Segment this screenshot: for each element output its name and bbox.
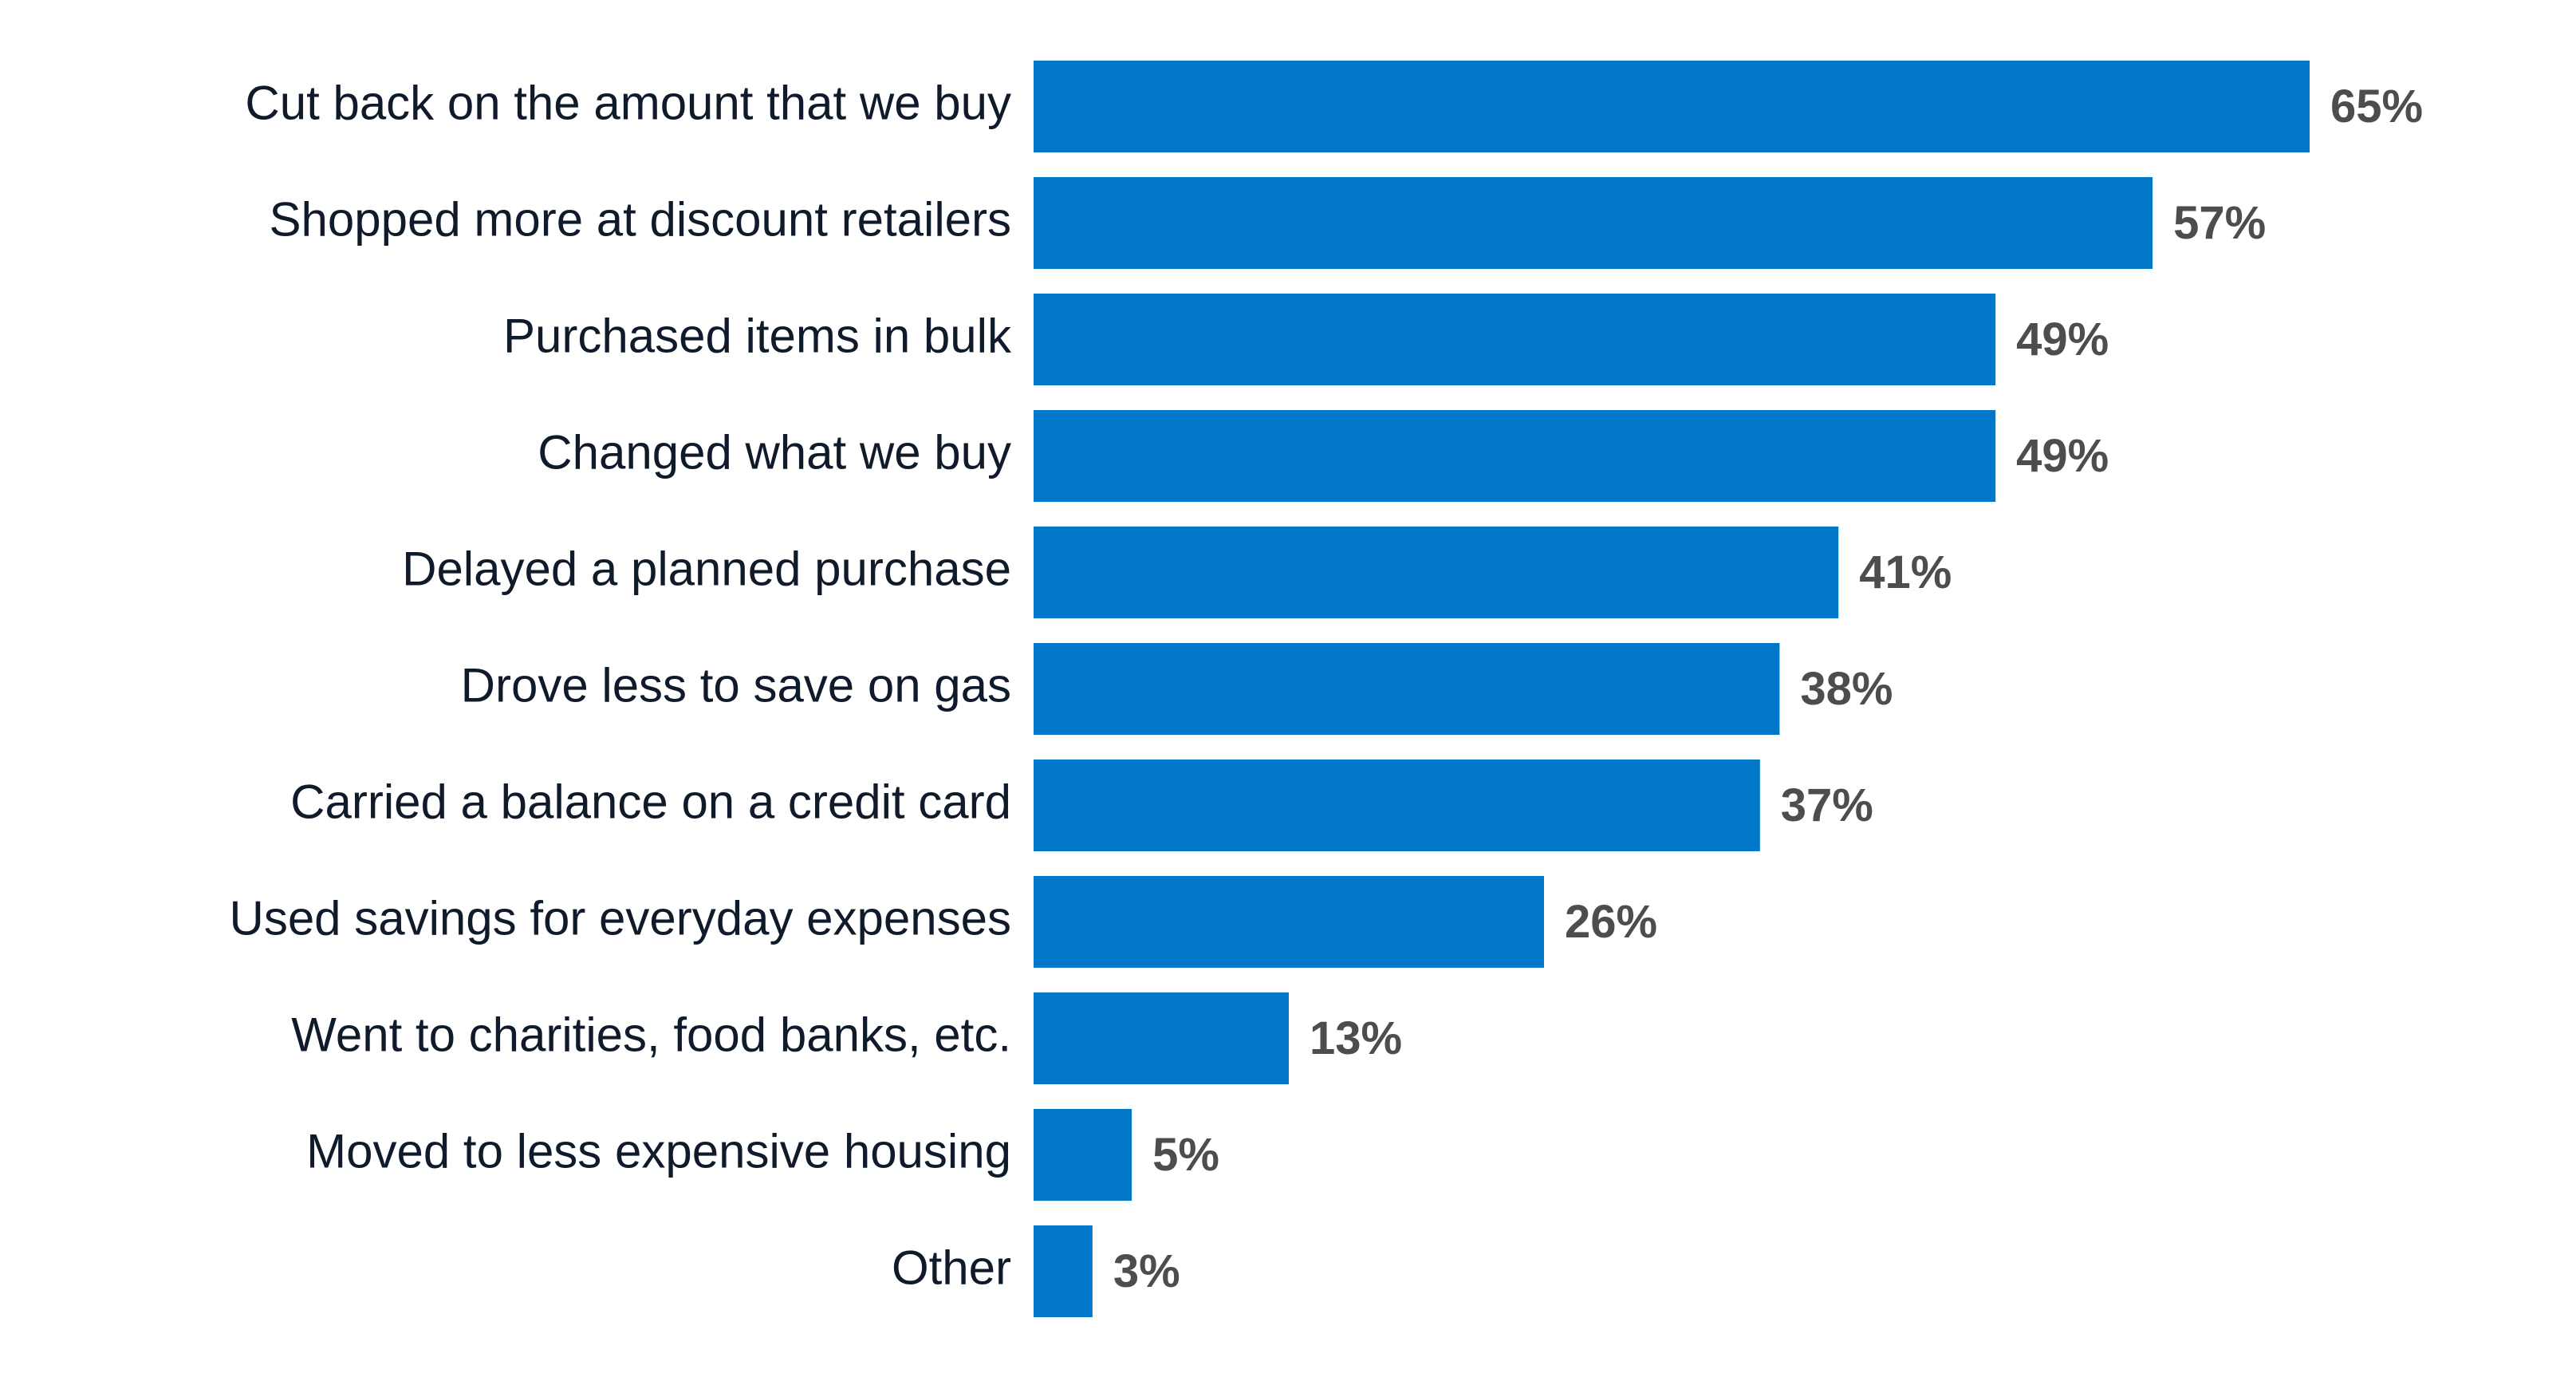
- value-label-10: 3%: [1113, 1245, 1180, 1297]
- bar-3: [1034, 410, 1996, 502]
- category-label-7: Used savings for everyday expenses: [229, 891, 1011, 945]
- value-label-0: 65%: [2330, 81, 2423, 132]
- bar-6: [1034, 760, 1760, 851]
- value-label-1: 57%: [2173, 197, 2266, 249]
- bar-10: [1034, 1225, 1093, 1317]
- category-labels-group: Cut back on the amount that we buy Shoppe…: [229, 76, 1012, 1294]
- value-label-5: 38%: [1800, 663, 1893, 715]
- value-labels-group: 65% 57% 49% 49% 41% 38% 37% 26% 13% 5% 3%: [1113, 81, 2423, 1297]
- bar-0: [1034, 61, 2310, 152]
- value-label-4: 41%: [1859, 546, 1952, 598]
- value-label-3: 49%: [2016, 430, 2109, 482]
- value-label-2: 49%: [2016, 314, 2109, 365]
- category-label-10: Other: [892, 1241, 1011, 1294]
- bar-9: [1034, 1109, 1132, 1201]
- category-label-3: Changed what we buy: [538, 425, 1011, 479]
- category-label-0: Cut back on the amount that we buy: [245, 76, 1011, 129]
- category-label-6: Carried a balance on a credit card: [290, 775, 1011, 828]
- bar-4: [1034, 527, 1839, 618]
- bars-group: [1034, 61, 2310, 1317]
- category-label-2: Purchased items in bulk: [503, 309, 1012, 362]
- bar-2: [1034, 294, 1996, 385]
- category-label-5: Drove less to save on gas: [461, 658, 1011, 712]
- value-label-8: 13%: [1310, 1012, 1402, 1064]
- value-label-6: 37%: [1781, 779, 1873, 831]
- category-label-9: Moved to less expensive housing: [306, 1124, 1011, 1178]
- bar-7: [1034, 876, 1544, 968]
- value-label-7: 26%: [1565, 896, 1657, 948]
- bar-8: [1034, 992, 1289, 1084]
- category-label-1: Shopped more at discount retailers: [269, 192, 1011, 246]
- category-label-8: Went to charities, food banks, etc.: [291, 1008, 1011, 1061]
- value-label-9: 5%: [1152, 1129, 1219, 1181]
- bar-5: [1034, 643, 1780, 735]
- bar-1: [1034, 177, 2153, 269]
- category-label-4: Delayed a planned purchase: [402, 542, 1011, 595]
